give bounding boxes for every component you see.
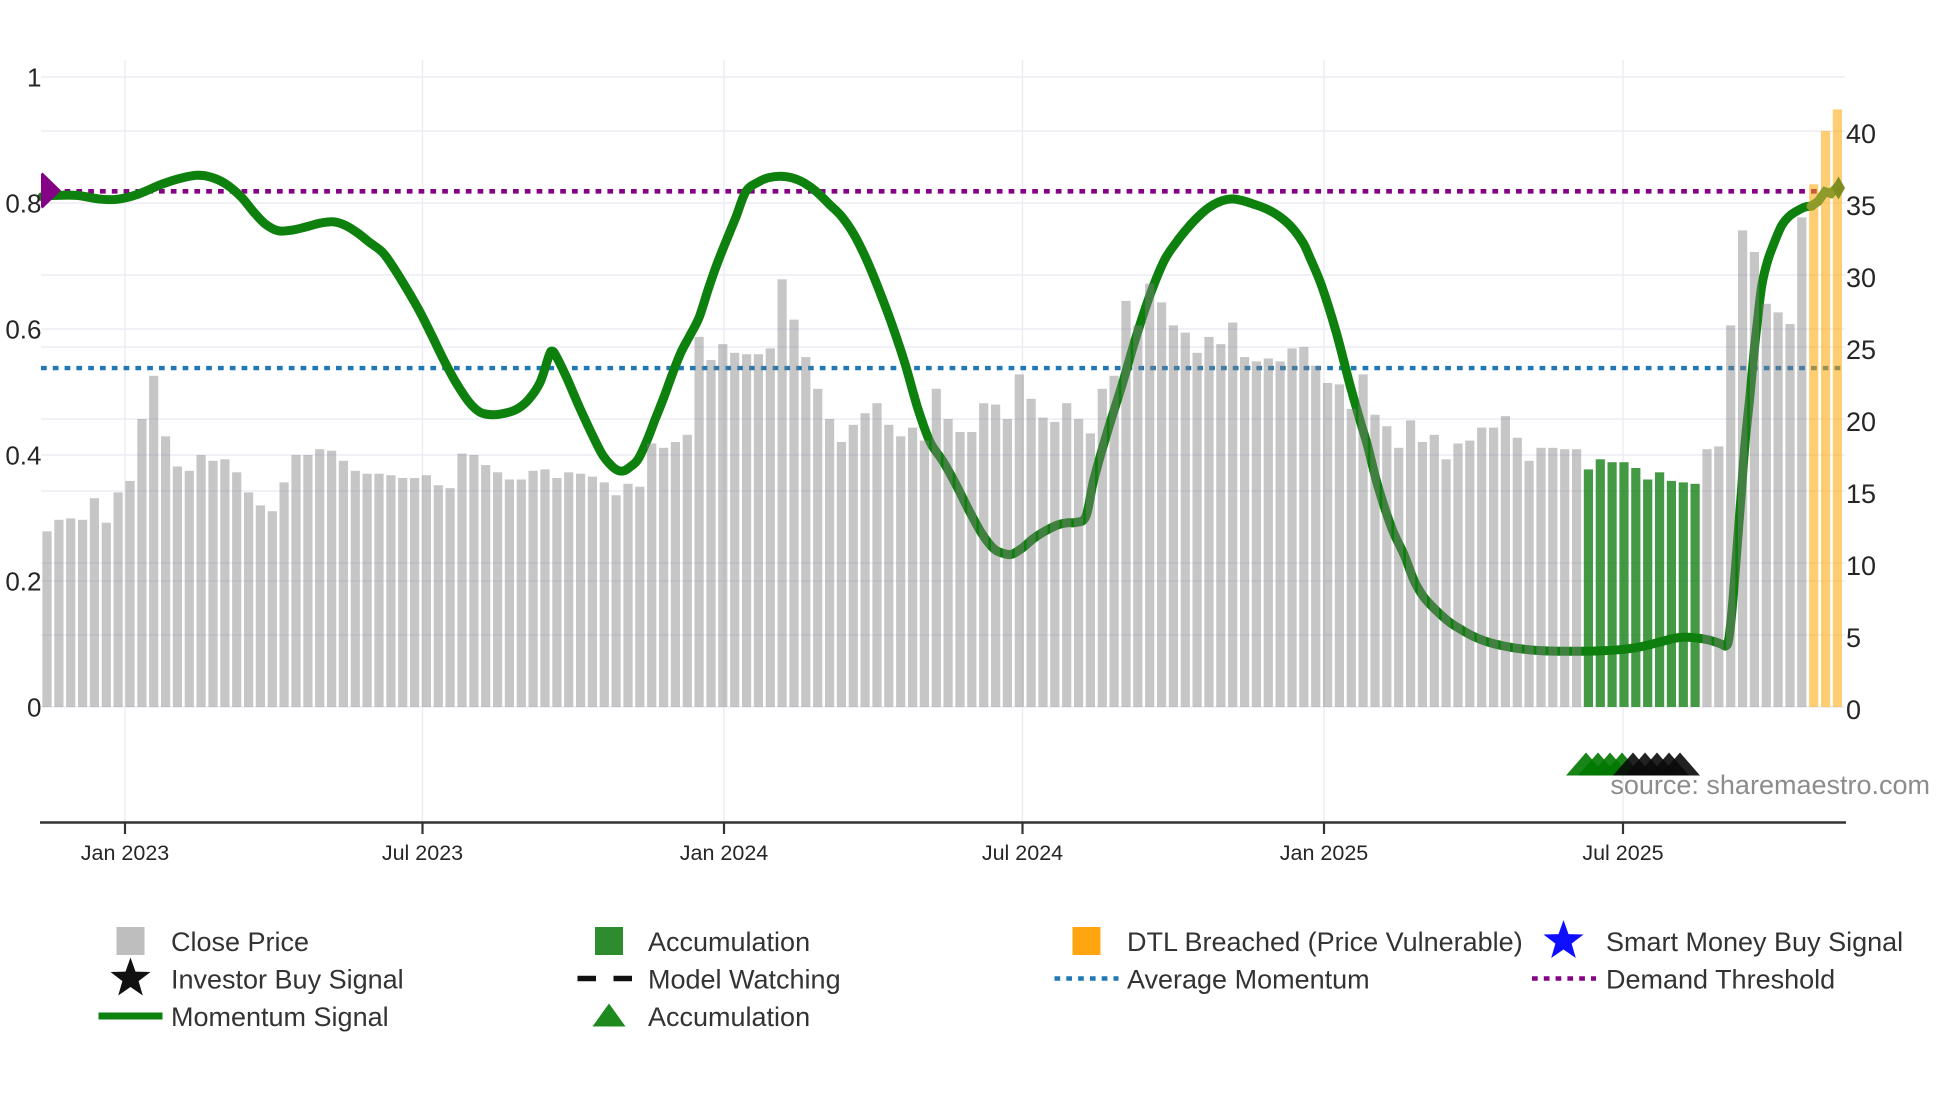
svg-text:Jul 2025: Jul 2025 xyxy=(1582,841,1663,865)
svg-text:0.4: 0.4 xyxy=(5,441,41,471)
svg-text:Close Price: Close Price xyxy=(171,927,309,957)
svg-text:0.2: 0.2 xyxy=(5,567,41,597)
svg-text:Jan 2024: Jan 2024 xyxy=(680,841,769,865)
svg-text:Accumulation: Accumulation xyxy=(648,1002,810,1032)
svg-text:Jan 2023: Jan 2023 xyxy=(81,841,170,865)
svg-text:Jan 2025: Jan 2025 xyxy=(1280,841,1369,865)
svg-text:40: 40 xyxy=(1846,119,1876,149)
svg-text:Model Watching: Model Watching xyxy=(648,965,841,995)
svg-text:Investor Buy Signal: Investor Buy Signal xyxy=(171,965,404,995)
svg-text:25: 25 xyxy=(1846,335,1876,365)
svg-text:source: sharemaestro.com: source: sharemaestro.com xyxy=(1610,770,1930,800)
svg-text:Jul 2024: Jul 2024 xyxy=(982,841,1063,865)
svg-text:10: 10 xyxy=(1846,551,1876,581)
svg-text:Average Momentum: Average Momentum xyxy=(1127,965,1370,995)
svg-text:30: 30 xyxy=(1846,263,1876,293)
svg-text:Jul 2023: Jul 2023 xyxy=(382,841,463,865)
svg-text:Demand Threshold: Demand Threshold xyxy=(1606,965,1835,995)
svg-text:1: 1 xyxy=(27,63,41,93)
svg-text:0.8: 0.8 xyxy=(5,189,41,219)
svg-text:Smart Money Buy Signal: Smart Money Buy Signal xyxy=(1606,927,1903,957)
svg-text:0: 0 xyxy=(27,693,41,723)
svg-text:0: 0 xyxy=(1846,695,1861,725)
svg-text:Momentum Signal: Momentum Signal xyxy=(171,1002,389,1032)
svg-text:Accumulation: Accumulation xyxy=(648,927,810,957)
svg-text:5: 5 xyxy=(1846,623,1861,653)
svg-text:15: 15 xyxy=(1846,479,1876,509)
svg-text:DTL Breached (Price Vulnerable: DTL Breached (Price Vulnerable) xyxy=(1127,927,1523,957)
svg-text:20: 20 xyxy=(1846,407,1876,437)
svg-text:0.6: 0.6 xyxy=(5,315,41,345)
svg-text:35: 35 xyxy=(1846,191,1876,221)
